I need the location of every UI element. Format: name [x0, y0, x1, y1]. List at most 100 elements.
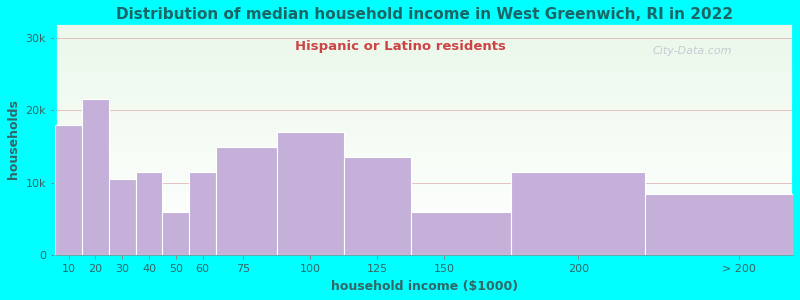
Bar [55, 214, 793, 215]
Bar [55, 55, 793, 56]
Bar [55, 209, 793, 210]
Bar [55, 244, 793, 245]
Bar [55, 128, 793, 129]
Bar [55, 34, 793, 35]
Bar [55, 238, 793, 239]
Bar [55, 53, 793, 54]
Bar [55, 37, 793, 38]
Bar [55, 48, 793, 49]
Bar [55, 51, 793, 52]
Bar [55, 99, 793, 100]
Bar [55, 236, 793, 237]
Bar [55, 41, 793, 42]
Bar [55, 194, 793, 195]
Bar [55, 161, 793, 162]
Bar [55, 168, 793, 169]
Bar [55, 222, 793, 223]
Bar [55, 186, 793, 187]
Bar [55, 23, 793, 24]
Bar [82, 99, 109, 256]
Bar [55, 212, 793, 213]
Bar [55, 40, 793, 41]
Bar [55, 208, 793, 209]
Bar [55, 106, 793, 107]
Bar [55, 112, 793, 113]
Bar [55, 246, 793, 247]
Bar [55, 101, 793, 102]
Bar [55, 147, 793, 148]
Bar [55, 64, 793, 65]
Bar [55, 50, 793, 51]
Bar [55, 185, 793, 186]
Bar [55, 98, 793, 99]
Bar [55, 197, 793, 198]
Bar [55, 183, 793, 184]
Bar [55, 74, 793, 75]
Bar [55, 224, 793, 225]
Bar [55, 47, 793, 48]
Bar [55, 137, 793, 138]
Bar [55, 38, 793, 39]
Bar [55, 122, 793, 123]
X-axis label: household income ($1000): household income ($1000) [330, 280, 518, 293]
Bar [55, 247, 793, 248]
Bar [55, 165, 793, 166]
Bar [55, 191, 793, 192]
Bar [55, 158, 793, 159]
Bar [55, 108, 793, 109]
Bar [55, 200, 793, 201]
Bar [55, 162, 793, 163]
Bar [55, 113, 793, 114]
Bar [55, 102, 793, 103]
Bar [55, 27, 793, 28]
Bar [55, 39, 793, 40]
Bar [55, 94, 793, 95]
Bar [55, 65, 793, 66]
Bar [55, 115, 793, 116]
Bar [55, 192, 793, 193]
Bar [55, 84, 793, 85]
Bar [55, 30, 793, 31]
Bar [55, 107, 793, 108]
Bar [55, 241, 793, 242]
Bar [55, 136, 793, 137]
Bar [55, 249, 793, 250]
Bar [55, 148, 793, 149]
Bar [55, 109, 793, 110]
Bar [55, 76, 793, 77]
Bar [55, 213, 793, 214]
Bar [55, 188, 793, 189]
Bar [55, 135, 793, 136]
Bar [55, 85, 793, 86]
Bar [55, 32, 793, 33]
Bar [55, 177, 793, 178]
Bar [55, 237, 793, 238]
Bar [55, 199, 793, 200]
Bar [55, 203, 793, 204]
Bar [55, 234, 793, 235]
Bar [55, 125, 82, 256]
Bar [55, 225, 793, 226]
Bar [55, 152, 793, 153]
Bar [55, 46, 793, 47]
Bar [55, 255, 793, 256]
Bar [55, 29, 793, 30]
Text: Hispanic or Latino residents: Hispanic or Latino residents [294, 40, 506, 53]
Bar [55, 71, 793, 72]
Bar [55, 78, 793, 79]
Bar [55, 164, 793, 165]
Bar [55, 58, 793, 59]
Bar [511, 172, 646, 256]
Bar [55, 111, 793, 112]
Bar [55, 91, 793, 92]
Bar [55, 239, 793, 240]
Bar [55, 207, 793, 208]
Bar [55, 190, 793, 191]
Bar [55, 182, 793, 183]
Bar [55, 226, 793, 227]
Bar [55, 201, 793, 202]
Bar [55, 28, 793, 29]
Bar [55, 221, 793, 222]
Bar [55, 133, 793, 134]
Bar [55, 187, 793, 188]
